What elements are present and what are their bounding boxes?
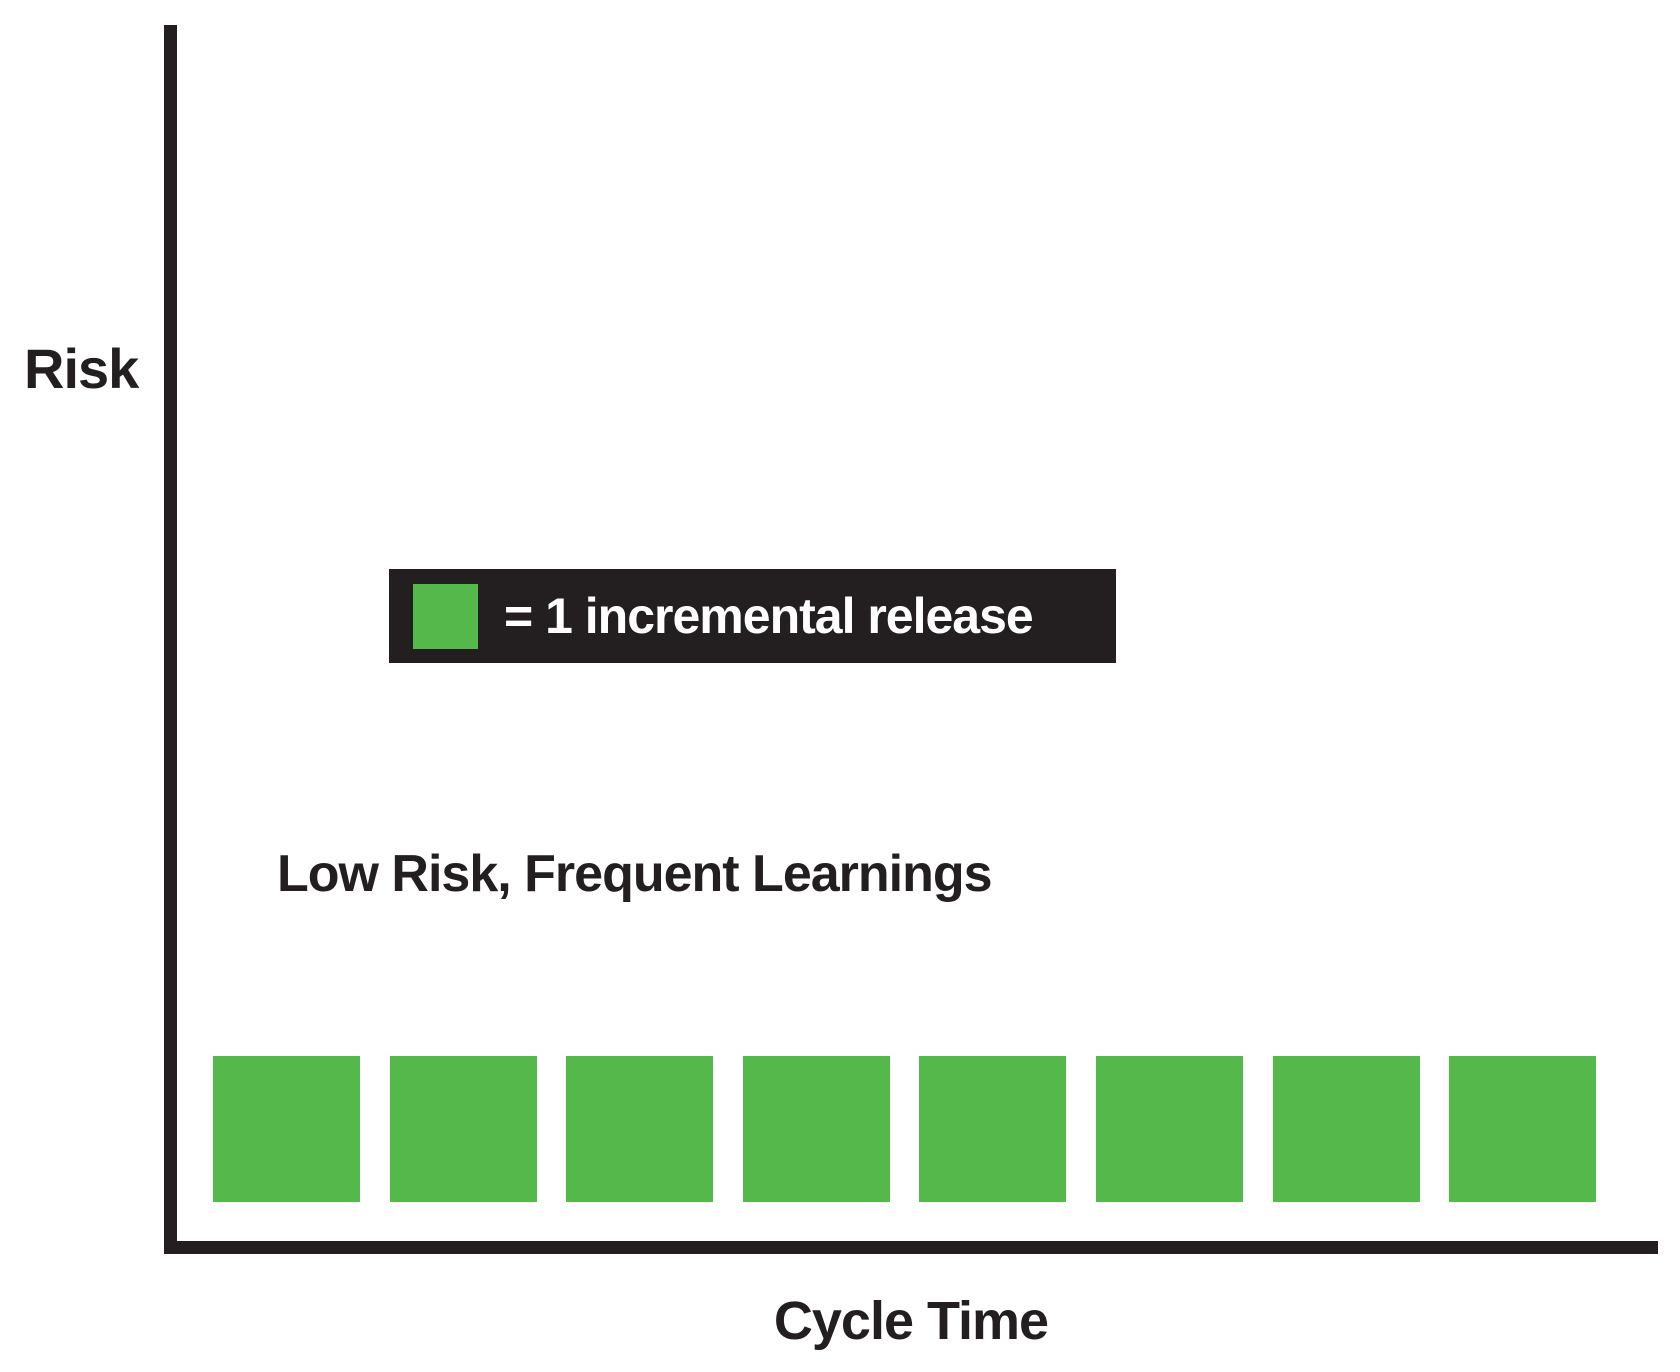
release-square (1449, 1056, 1597, 1202)
release-square (1095, 1056, 1243, 1202)
x-axis-line (164, 1241, 1658, 1254)
release-square (1272, 1056, 1420, 1202)
release-square (742, 1056, 890, 1202)
legend-label: = 1 incremental release (504, 588, 1034, 644)
x-axis-label: Cycle Time (773, 1291, 1049, 1351)
release-square (566, 1056, 714, 1202)
legend: = 1 incremental release (389, 569, 1116, 663)
release-square (919, 1056, 1067, 1202)
y-axis-line (164, 25, 177, 1253)
y-axis-label: Risk (24, 337, 139, 400)
legend-green-square-icon (413, 583, 478, 649)
release-square (389, 1056, 537, 1202)
release-square (213, 1056, 360, 1202)
annotation-text: Low Risk, Frequent Learnings (277, 845, 993, 903)
release-squares-row (213, 1056, 1597, 1202)
